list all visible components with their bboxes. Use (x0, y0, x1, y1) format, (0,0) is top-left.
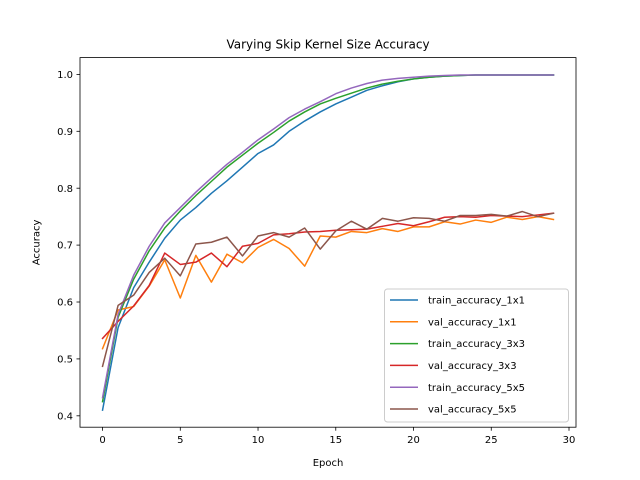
x-tick-label: 10 (252, 435, 265, 446)
legend-label-train-accuracy-5x5: train_accuracy_5x5 (428, 383, 525, 394)
x-tick-label: 5 (177, 435, 183, 446)
y-tick-label: 0.6 (57, 298, 73, 309)
chart-title: Varying Skip Kernel Size Accuracy (226, 38, 429, 52)
legend-label-val-accuracy-5x5: val_accuracy_5x5 (428, 405, 517, 416)
x-tick-label: 15 (329, 435, 342, 446)
y-axis-title: Accuracy (32, 219, 43, 265)
series-line-val-accuracy-3x3 (101, 212, 555, 340)
y-tick-label: 0.5 (57, 355, 73, 366)
y-tick-label: 0.7 (57, 241, 73, 252)
series-lines (101, 74, 555, 412)
series-line-val-accuracy-1x1 (101, 215, 555, 350)
legend-box (384, 288, 569, 423)
series-line-val-accuracy-5x5 (101, 210, 555, 368)
y-tick-label: 0.8 (57, 184, 73, 195)
legend-label-train-accuracy-1x1: train_accuracy_1x1 (428, 296, 525, 307)
legend-label-train-accuracy-3x3: train_accuracy_3x3 (428, 339, 525, 350)
legend-label-val-accuracy-3x3: val_accuracy_3x3 (428, 361, 517, 372)
y-tick-label: 0.4 (57, 411, 73, 422)
axis-ticks: 0 5 10 15 20 25 30 0.4 0.5 0.6 0.7 0.8 0.9 1.0 (57, 70, 575, 446)
y-tick-label: 1.0 (57, 70, 73, 81)
legend: train_accuracy_1x1 val_accuracy_1x1 train_… (384, 288, 569, 423)
x-axis-title: Epoch (313, 458, 344, 469)
plot-frame (79, 57, 577, 428)
y-tick-label: 0.9 (57, 127, 73, 138)
series-line-train-accuracy-5x5 (101, 74, 555, 399)
x-tick-label: 25 (485, 435, 498, 446)
x-tick-label: 30 (563, 435, 576, 446)
legend-label-val-accuracy-1x1: val_accuracy_1x1 (428, 317, 517, 328)
x-tick-label: 20 (407, 435, 420, 446)
x-tick-label: 0 (99, 435, 105, 446)
